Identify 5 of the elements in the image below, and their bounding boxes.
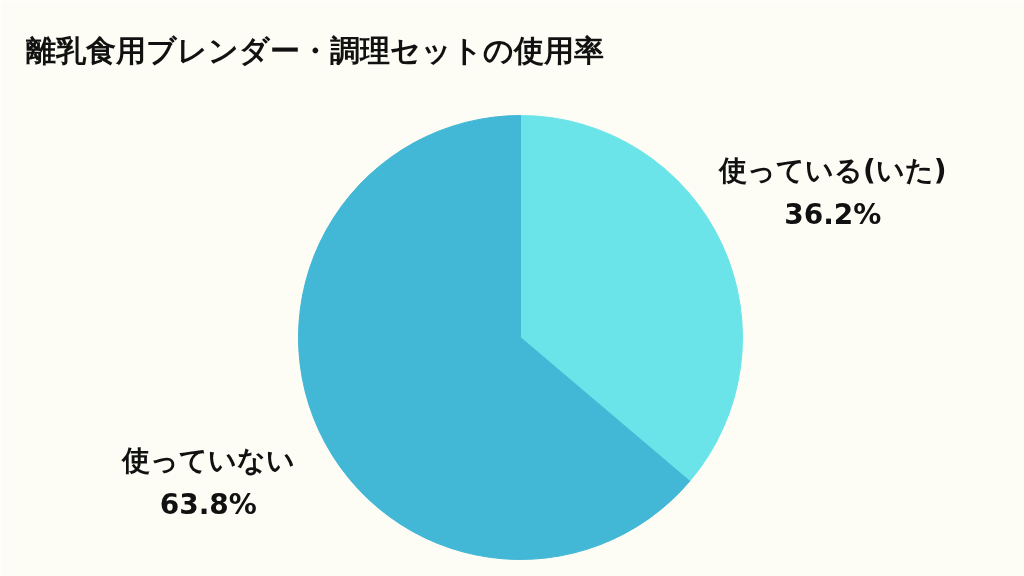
chart-title: 離乳食用ブレンダー・調理セットの使用率 — [24, 33, 604, 68]
slice-label: 使っている(いた) — [717, 154, 947, 188]
slice-label: 使っていない — [120, 443, 295, 477]
data-label: 36.2% — [784, 198, 882, 232]
data-label: 63.8% — [159, 487, 257, 521]
